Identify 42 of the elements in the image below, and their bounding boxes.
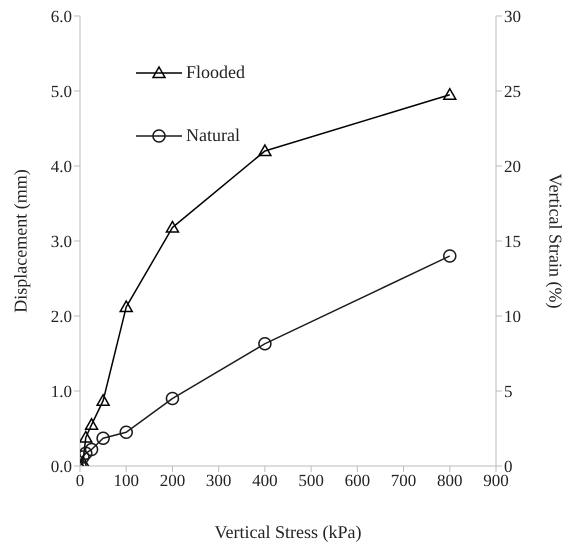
x-tick-label: 800 [437,471,463,490]
y2-tick-label: 30 [504,7,521,26]
point [443,88,457,100]
y2-tick-label: 20 [504,157,521,176]
y-tick-label: 2.0 [50,307,72,326]
x-tick-label: 400 [252,471,278,490]
point [166,392,180,406]
x-tick-label: 900 [483,471,509,490]
y-axis-title: Displacement (mm) [10,169,30,313]
x-tick-label: 700 [390,471,416,490]
x-tick-label: 300 [206,471,232,490]
x-tick-label: 500 [298,471,324,490]
x-tick-label: 600 [344,471,370,490]
point [80,430,93,443]
y2-axis-title: Vertical Strain (%) [546,174,566,308]
y-tick-label: 0.0 [50,457,72,476]
point [96,432,110,445]
point [80,446,93,460]
point [166,220,180,233]
y2-tick-label: 15 [504,232,521,252]
y-tick-label: 5.0 [50,82,72,102]
y2-tick-label: 5 [504,382,512,402]
x-tick-label: 200 [160,471,186,490]
y-tick-label: 4.0 [50,157,72,176]
point [96,394,110,406]
legend-label: Flooded [186,62,246,83]
point [258,337,272,350]
y-tick-label: 6.0 [50,7,72,26]
y2-tick-label: 25 [504,82,521,102]
y-tick-label: 3.0 [50,232,72,252]
x-tick-label: 100 [113,471,139,490]
point [258,144,272,156]
point [443,249,457,263]
point [119,426,133,439]
point [84,418,98,430]
point [84,442,98,456]
point [119,300,133,312]
y2-tick-label: 10 [504,307,521,326]
x-axis-title: Vertical Stress (kPa) [214,522,362,542]
legend-label: Natural [186,125,240,146]
x-tick-label: 0 [76,471,84,490]
y-tick-label: 1.0 [50,382,72,402]
